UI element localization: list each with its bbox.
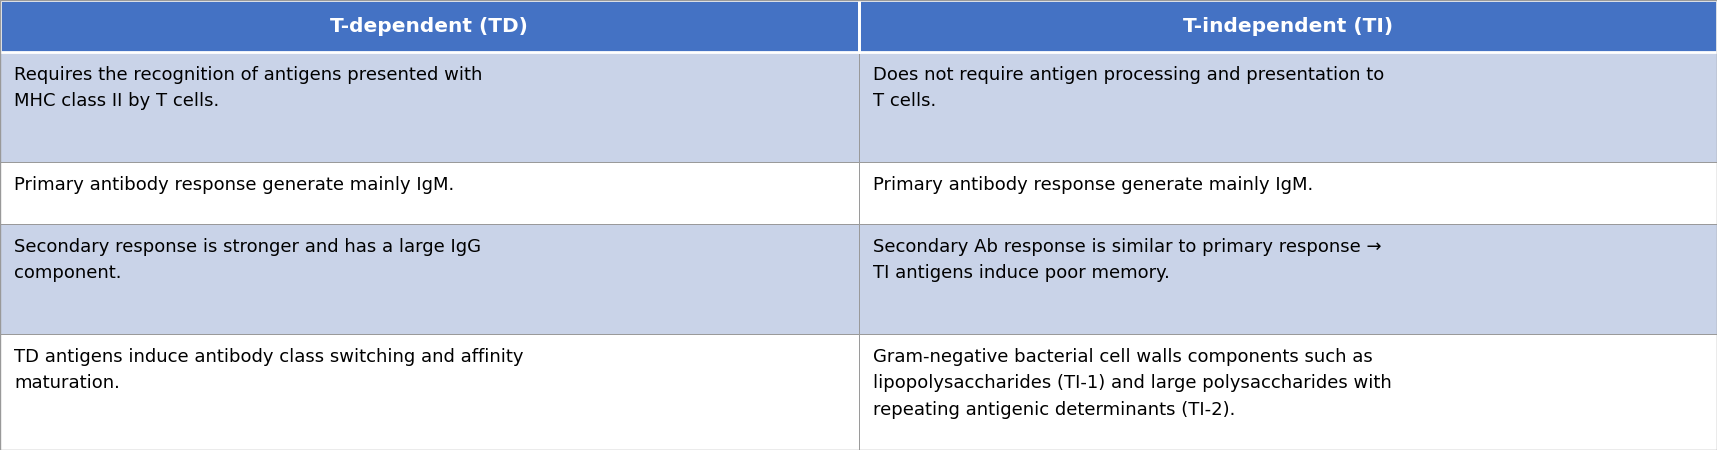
Bar [858, 52, 1717, 162]
Bar [0, 52, 858, 162]
Bar [0, 224, 858, 334]
Text: Primary antibody response generate mainly IgM.: Primary antibody response generate mainl… [872, 176, 1314, 194]
Bar [858, 162, 1717, 224]
Bar [858, 0, 1717, 52]
Text: Secondary Ab response is similar to primary response →
TI antigens induce poor m: Secondary Ab response is similar to prim… [872, 238, 1380, 283]
Bar [0, 0, 858, 52]
Text: TD antigens induce antibody class switching and affinity
maturation.: TD antigens induce antibody class switch… [14, 348, 524, 392]
Text: T-dependent (TD): T-dependent (TD) [330, 17, 529, 36]
Bar [0, 334, 858, 450]
Text: Does not require antigen processing and presentation to
T cells.: Does not require antigen processing and … [872, 66, 1384, 110]
Bar [0, 162, 858, 224]
Bar [858, 224, 1717, 334]
Bar [858, 334, 1717, 450]
Text: Gram-negative bacterial cell walls components such as
lipopolysaccharides (TI-1): Gram-negative bacterial cell walls compo… [872, 348, 1391, 419]
Text: Primary antibody response generate mainly IgM.: Primary antibody response generate mainl… [14, 176, 455, 194]
Text: Secondary response is stronger and has a large IgG
component.: Secondary response is stronger and has a… [14, 238, 481, 283]
Text: T-independent (TI): T-independent (TI) [1183, 17, 1392, 36]
Text: Requires the recognition of antigens presented with
MHC class II by T cells.: Requires the recognition of antigens pre… [14, 66, 482, 110]
